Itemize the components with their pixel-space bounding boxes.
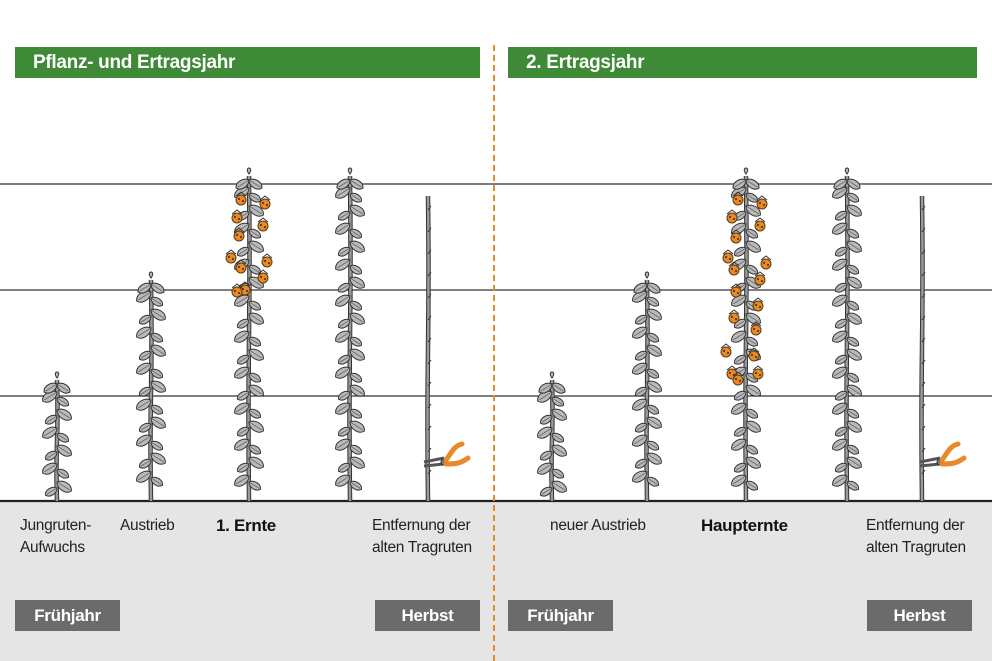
raspberry-cane-icon [632, 271, 662, 502]
raspberry-cane-icon [720, 167, 772, 502]
berry-cluster-icon [750, 321, 762, 336]
stage-label-remove-old-canes-left: Entfernung der alten Tragruten [372, 517, 472, 556]
season-badge-autumn-right: Herbst [867, 600, 972, 631]
year-divider [493, 45, 495, 661]
raspberry-cane-icon [136, 271, 166, 502]
berry-cluster-icon [726, 209, 738, 224]
raspberry-cane-icon [832, 167, 862, 502]
raspberry-cane-icon [42, 371, 72, 502]
berry-cluster-icon [732, 191, 744, 206]
berry-cluster-icon [235, 191, 247, 206]
berry-cluster-icon [728, 261, 740, 276]
berry-cluster-icon [261, 253, 273, 268]
berry-cluster-icon [231, 209, 243, 224]
berry-cluster-icon [257, 269, 269, 284]
berry-cluster-icon [752, 297, 764, 312]
berry-cluster-icon [754, 217, 766, 232]
ground-area [0, 501, 992, 661]
plants-layer [42, 167, 967, 502]
berry-cluster-icon [259, 195, 271, 210]
berry-cluster-icon [225, 249, 237, 264]
berry-cluster-icon [760, 255, 772, 270]
raspberry-cane-icon [919, 195, 926, 502]
berry-cluster-icon [233, 227, 245, 242]
stage-label-sprouting: Austrieb [120, 517, 175, 534]
berry-cluster-icon [756, 195, 768, 210]
berry-cluster-icon [257, 217, 269, 232]
berry-cluster-icon [231, 283, 243, 298]
section-title-planting-year: Pflanz- und Ertragsjahr [15, 47, 480, 78]
stage-label-remove-old-canes-right: Entfernung der alten Tragruten [866, 517, 966, 556]
berry-cluster-icon [754, 271, 766, 286]
raspberry-cane-icon [425, 195, 432, 502]
raspberry-cane-icon [335, 167, 365, 502]
berry-cluster-icon [728, 309, 740, 324]
season-badge-spring-right: Frühjahr [508, 600, 613, 631]
berry-cluster-icon [752, 365, 764, 380]
pruning-shears-icon [423, 441, 471, 468]
berry-cluster-icon [720, 343, 732, 358]
season-badge-spring-left: Frühjahr [15, 600, 120, 631]
berry-cluster-icon [239, 281, 251, 296]
season-badge-autumn-left: Herbst [375, 600, 480, 631]
berry-cluster-icon [732, 371, 744, 386]
berry-cluster-icon [748, 347, 760, 362]
section-title-second-year: 2. Ertragsjahr [508, 47, 977, 78]
stage-label-main-harvest: Haupternte [701, 516, 788, 535]
berry-cluster-icon [722, 249, 734, 264]
trellis-wires [0, 183, 992, 503]
berry-cluster-icon [730, 283, 742, 298]
berry-cluster-icon [235, 259, 247, 274]
stage-label-first-harvest: 1. Ernte [216, 516, 276, 535]
berry-cluster-icon [730, 229, 742, 244]
raspberry-cane-icon [225, 167, 273, 502]
pruning-shears-icon [919, 441, 967, 468]
stage-label-young-canes: Jungruten- Aufwuchs [20, 517, 92, 556]
raspberry-cane-icon [537, 371, 567, 502]
stage-label-new-sprouting: neuer Austrieb [550, 517, 646, 534]
